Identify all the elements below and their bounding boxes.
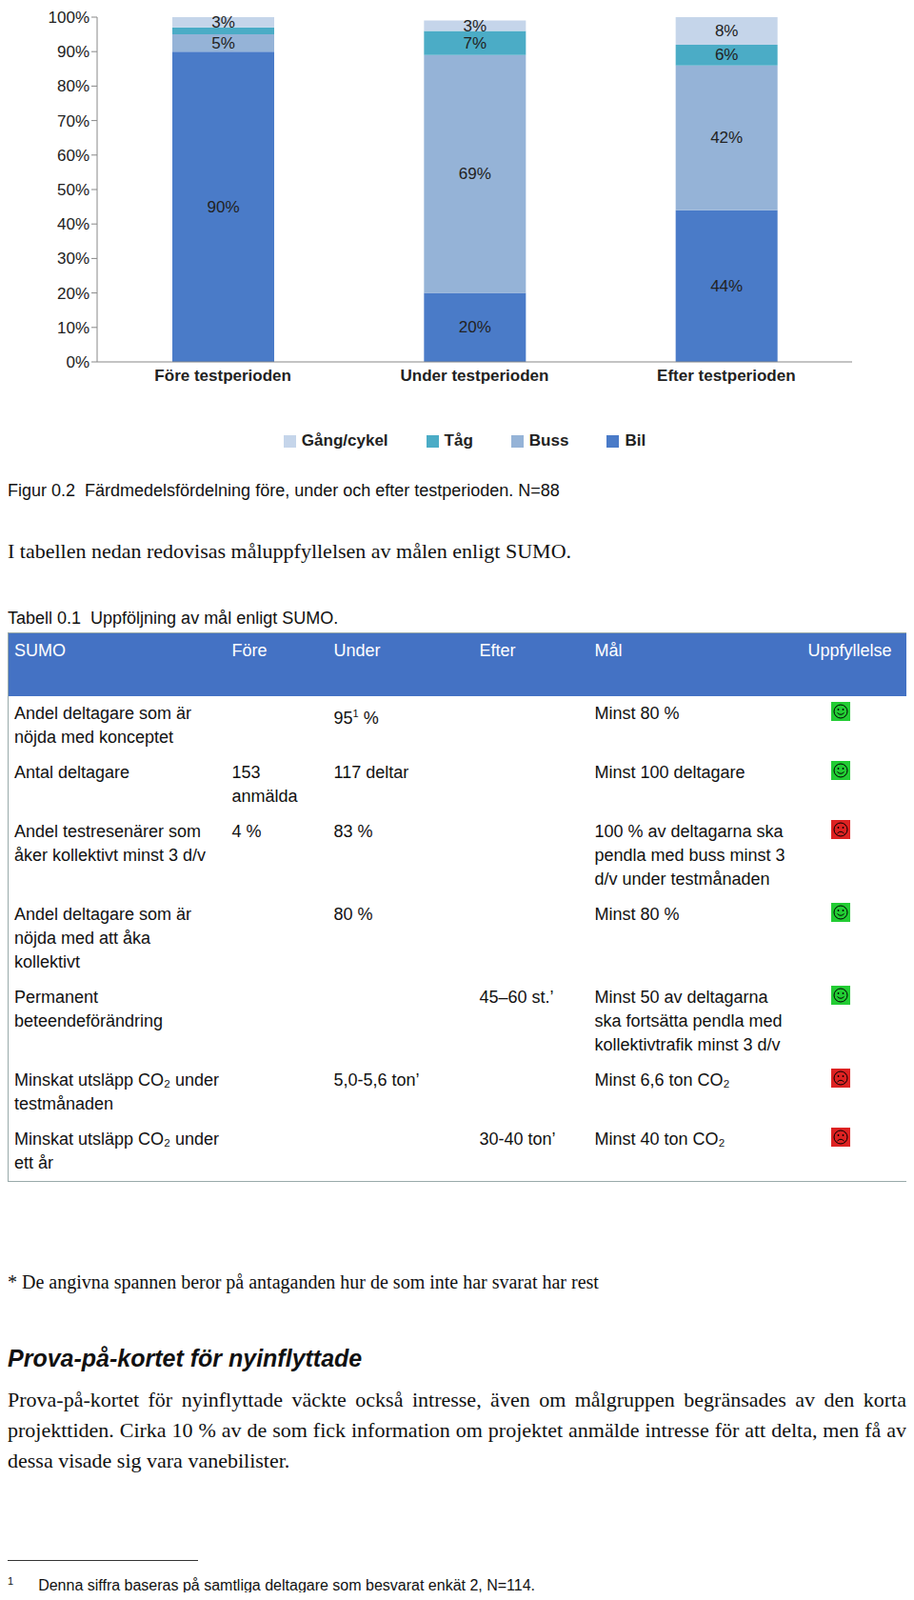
html-text:Prova-på-kortet för nyinflytta: Prova-på-kortet för nyinflyttade väckte … — [7, 1387, 907, 1472]
svg-text:0%: 0% — [65, 353, 90, 372]
html-text:153 anmälda: 153 anmälda — [231, 762, 298, 805]
html-text:Minst 80 %: Minst 80 % — [594, 703, 680, 723]
svg-text:30%: 30% — [57, 249, 90, 268]
html-text:1: 1 — [7, 1574, 14, 1587]
html-text:Minst 50 av deltagarna ska for: Minst 50 av deltagarna ska fortsätta pen… — [594, 986, 783, 1054]
html-text:Bil: Bil — [624, 431, 646, 450]
html-text:95: 95 — [333, 707, 353, 727]
svg-text:5%: 5% — [211, 34, 236, 53]
html-text:Minst 40 ton CO₂: Minst 40 ton CO₂ — [594, 1128, 726, 1148]
html-text:SUMO: SUMO — [14, 640, 66, 660]
html-text:100 % av deltagarna ska pendla: 100 % av deltagarna ska pendla med buss … — [594, 821, 786, 888]
html-text:Denna siffra baseras på samtli: Denna siffra baseras på samtliga deltaga… — [38, 1576, 536, 1594]
html-text:Minst 100 deltagare: Minst 100 deltagare — [594, 762, 746, 782]
html-text:Antal deltagare: Antal deltagare — [14, 762, 130, 782]
svg-text:100%: 100% — [48, 8, 90, 27]
svg-text:50%: 50% — [57, 180, 90, 199]
svg-text:6%: 6% — [715, 45, 739, 64]
html-text:Minskat utsläpp CO₂ under test: Minskat utsläpp CO₂ under testmånaden — [14, 1069, 220, 1113]
html-text:117 deltar: 117 deltar — [333, 762, 409, 782]
html-text:1%: 1% — [352, 706, 379, 727]
svg-text:3%: 3% — [211, 13, 236, 32]
svg-text:8%: 8% — [715, 21, 739, 40]
svg-text:90%: 90% — [206, 198, 239, 217]
svg-text:20%: 20% — [458, 317, 492, 337]
html-text:83 %: 83 % — [333, 821, 373, 841]
html-text:Mål: Mål — [594, 640, 623, 660]
svg-text:80%: 80% — [57, 77, 90, 96]
svg-text:10%: 10% — [57, 318, 90, 338]
html-text:Gång/cykel: Gång/cykel — [301, 431, 389, 450]
svg-text:70%: 70% — [57, 112, 90, 131]
svg-text:90%: 90% — [57, 42, 90, 61]
svg-text:Under testperioden: Under testperioden — [400, 366, 550, 385]
svg-text:69%: 69% — [458, 164, 492, 183]
html-text:Andel testresenärer som åker k: Andel testresenärer som åker kollektivt … — [14, 821, 206, 865]
html-text:Prova-på-kortet för nyinflytta: Prova-på-kortet för nyinflyttade — [7, 1344, 363, 1371]
html-text:30-40 ton’: 30-40 ton’ — [479, 1128, 556, 1148]
svg-text:42%: 42% — [710, 128, 743, 147]
svg-text:Efter testperioden: Efter testperioden — [656, 366, 795, 385]
html-text:Andel deltagare som är nöjda m: Andel deltagare som är nöjda med att åka… — [14, 904, 192, 971]
svg-text:3%: 3% — [463, 17, 488, 36]
svg-text:44%: 44% — [710, 277, 743, 296]
html-text:Andel deltagare som är nöjda m: Andel deltagare som är nöjda med koncept… — [14, 703, 192, 746]
html-text:Buss: Buss — [529, 431, 569, 450]
html-text:5,0-5,6 ton’: 5,0-5,6 ton’ — [333, 1069, 420, 1089]
html-text:Minst 80 %: Minst 80 % — [594, 904, 680, 924]
html-text:4 %: 4 % — [231, 821, 262, 841]
html-text:Före: Före — [231, 640, 268, 660]
html-text:80 %: 80 % — [333, 904, 373, 924]
html-text:I tabellen nedan redovisas mål: I tabellen nedan redovisas måluppfyllels… — [7, 538, 572, 563]
html-text:Uppfyllelse: Uppfyllelse — [807, 640, 892, 660]
html-text:45–60 st.’: 45–60 st.’ — [479, 986, 554, 1006]
svg-text:20%: 20% — [57, 284, 90, 303]
svg-text:7%: 7% — [463, 34, 488, 53]
svg-text:40%: 40% — [57, 215, 90, 234]
html-text:Figur 0.2 Färdmedelsfördelning: Figur 0.2 Färdmedelsfördelning före, und… — [7, 480, 560, 500]
html-text:* De angivna spannen beror på: * De angivna spannen beror på antaganden… — [7, 1271, 599, 1292]
html-text:Under: Under — [333, 640, 381, 660]
svg-text:60%: 60% — [57, 146, 90, 165]
html-text:Efter: Efter — [479, 640, 516, 660]
html-text:Tåg: Tåg — [444, 431, 473, 450]
html-text:Tabell 0.1 Uppföljning av mål: Tabell 0.1 Uppföljning av mål enligt SUM… — [7, 608, 339, 628]
html-text:Permanent beteendeförändring: Permanent beteendeförändring — [14, 986, 163, 1030]
html-text:Minskat utsläpp CO₂ under ett: Minskat utsläpp CO₂ under ett år — [14, 1128, 220, 1172]
html-text:Minst 6,6 ton CO₂: Minst 6,6 ton CO₂ — [594, 1069, 730, 1089]
svg-text:Före testperioden: Före testperioden — [154, 366, 292, 385]
